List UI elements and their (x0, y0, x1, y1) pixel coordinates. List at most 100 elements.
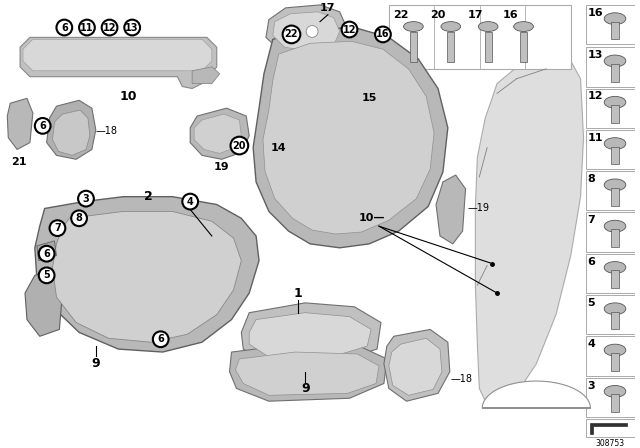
Ellipse shape (604, 55, 626, 67)
Circle shape (78, 191, 94, 207)
Text: 16: 16 (503, 10, 518, 20)
Bar (611, 22, 619, 39)
Polygon shape (266, 5, 348, 57)
Polygon shape (483, 381, 591, 408)
Polygon shape (230, 344, 387, 401)
Text: 21: 21 (12, 157, 27, 167)
Bar (447, 32, 454, 62)
Text: 8: 8 (76, 213, 83, 223)
Bar (586, 336, 635, 375)
Text: 10—: 10— (358, 213, 385, 223)
Text: 4: 4 (588, 339, 595, 349)
Ellipse shape (514, 22, 533, 31)
Bar (611, 146, 619, 164)
Text: 12: 12 (588, 91, 603, 101)
Ellipse shape (604, 385, 626, 397)
Text: 19: 19 (214, 162, 230, 172)
Text: 11: 11 (588, 133, 603, 143)
Text: 13: 13 (125, 22, 139, 33)
Bar (586, 171, 635, 211)
Circle shape (342, 22, 357, 37)
Bar (484, 32, 492, 62)
Bar (586, 47, 635, 86)
Text: 13: 13 (588, 50, 603, 60)
Text: 4: 4 (187, 197, 193, 207)
Polygon shape (389, 338, 442, 395)
Circle shape (39, 246, 54, 262)
Text: 6: 6 (588, 257, 595, 267)
Text: 7: 7 (54, 223, 61, 233)
Bar (586, 89, 635, 128)
Text: 7: 7 (588, 215, 595, 225)
Bar (586, 419, 635, 437)
Polygon shape (253, 27, 448, 248)
Ellipse shape (604, 96, 626, 108)
Bar (586, 5, 635, 44)
Text: 17: 17 (467, 10, 483, 20)
Polygon shape (384, 329, 450, 401)
Circle shape (39, 267, 54, 283)
Text: 22: 22 (393, 10, 408, 20)
Bar (611, 64, 619, 82)
Text: 2: 2 (143, 190, 152, 203)
Ellipse shape (306, 26, 318, 37)
Polygon shape (192, 67, 220, 84)
Text: —18: —18 (451, 374, 473, 383)
Text: 3: 3 (588, 380, 595, 391)
Ellipse shape (404, 22, 423, 31)
Bar (586, 212, 635, 252)
Circle shape (71, 211, 87, 226)
Circle shape (56, 20, 72, 35)
Ellipse shape (604, 303, 626, 314)
Bar (611, 353, 619, 371)
Text: 5: 5 (44, 270, 50, 280)
Ellipse shape (604, 179, 626, 191)
Text: 12: 12 (343, 25, 356, 34)
Polygon shape (194, 114, 241, 153)
Text: 9: 9 (301, 382, 310, 395)
Text: 12: 12 (103, 22, 116, 33)
Bar (389, 5, 571, 69)
Bar (586, 295, 635, 334)
Circle shape (153, 332, 168, 347)
Text: 20: 20 (232, 141, 246, 151)
Polygon shape (36, 241, 56, 261)
Text: 308753: 308753 (596, 439, 625, 448)
Text: 8: 8 (588, 174, 595, 184)
Bar (611, 312, 619, 329)
Bar (611, 229, 619, 247)
Ellipse shape (441, 22, 461, 31)
Ellipse shape (604, 220, 626, 232)
Ellipse shape (604, 344, 626, 356)
Text: 14: 14 (271, 142, 287, 152)
Text: 16: 16 (588, 8, 603, 18)
Polygon shape (436, 175, 465, 244)
Circle shape (124, 20, 140, 35)
Ellipse shape (604, 13, 626, 25)
Text: 17: 17 (320, 3, 335, 13)
Text: 16: 16 (376, 30, 390, 39)
Bar (586, 130, 635, 169)
Polygon shape (273, 12, 340, 51)
Text: 6: 6 (39, 121, 46, 131)
Text: 6: 6 (157, 334, 164, 344)
Polygon shape (190, 108, 249, 159)
Polygon shape (20, 37, 217, 89)
Text: 22: 22 (285, 30, 298, 39)
Polygon shape (249, 313, 371, 357)
Circle shape (182, 194, 198, 210)
Circle shape (102, 20, 117, 35)
Text: —18: —18 (96, 126, 118, 136)
Polygon shape (52, 211, 241, 342)
Text: 1: 1 (294, 287, 303, 300)
Circle shape (49, 220, 65, 236)
Text: —19: —19 (467, 203, 490, 213)
Bar (410, 32, 417, 62)
Bar (611, 394, 619, 412)
Circle shape (283, 26, 300, 43)
Text: 11: 11 (80, 22, 93, 33)
Text: 6: 6 (44, 249, 50, 258)
Text: 10: 10 (120, 90, 137, 103)
Ellipse shape (604, 262, 626, 273)
Circle shape (230, 137, 248, 155)
